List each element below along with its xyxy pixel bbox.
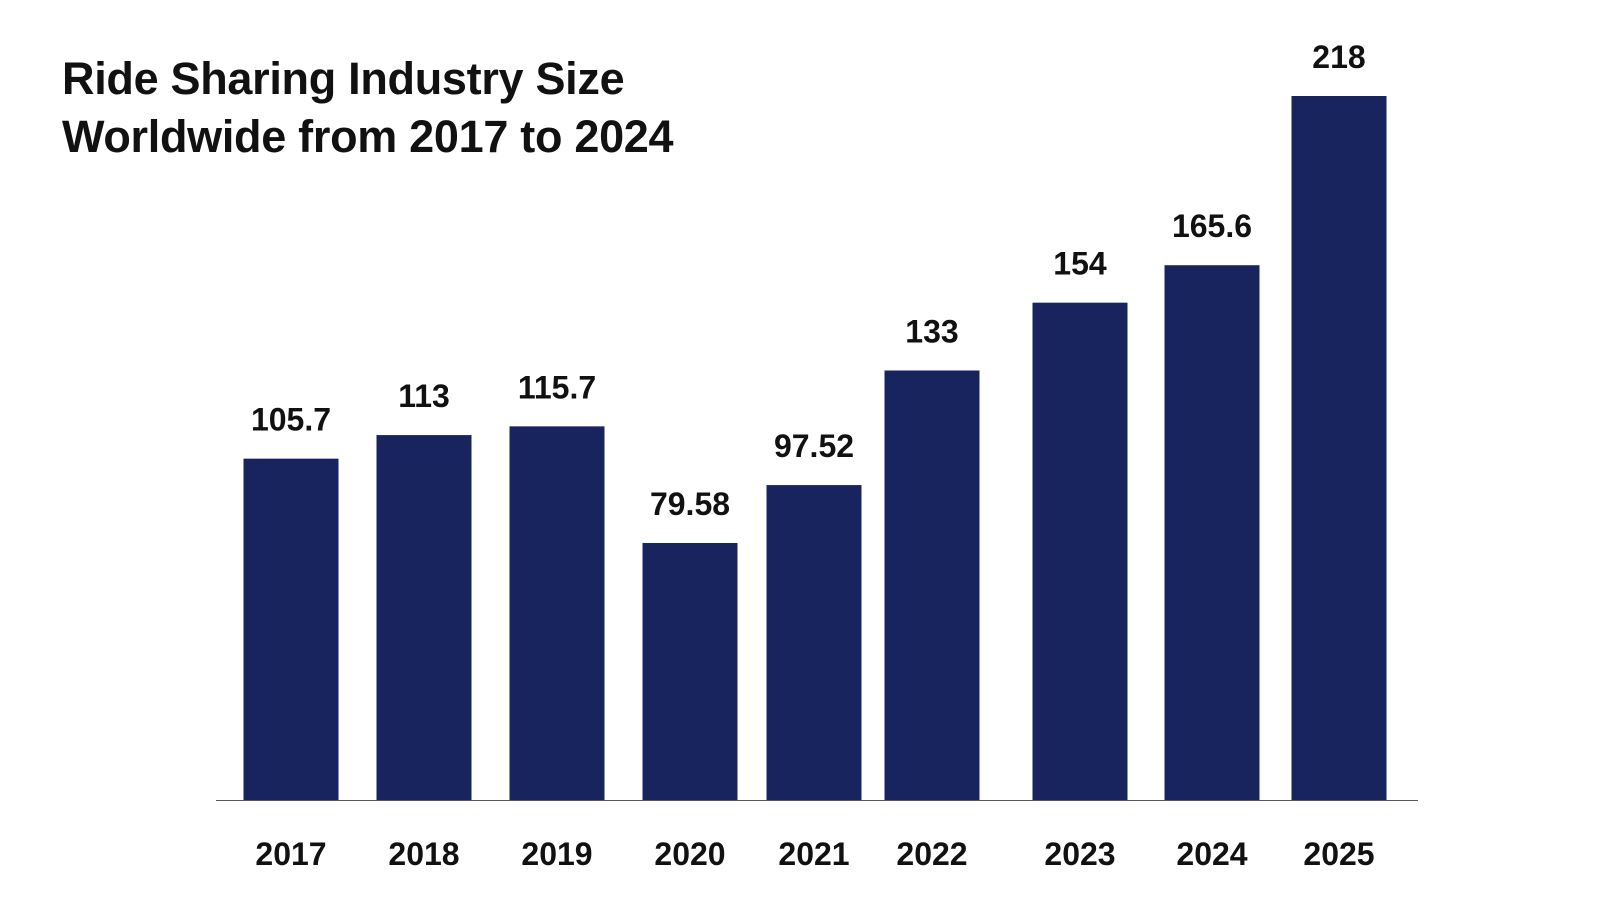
chart-title: Ride Sharing Industry Size Worldwide fro…	[62, 50, 674, 166]
x-tick-label-2017: 2017	[255, 836, 326, 872]
chart-title-line-1: Ride Sharing Industry Size	[62, 53, 625, 104]
bar-2018	[376, 435, 472, 800]
x-tick-label-2020: 2020	[654, 836, 725, 872]
bar-2019	[509, 426, 605, 800]
x-tick-label-2018: 2018	[388, 836, 459, 872]
value-label-2019: 115.7	[518, 369, 596, 405]
bars-group	[243, 96, 1387, 800]
bar-2021	[766, 485, 862, 800]
value-label-2018: 113	[398, 378, 450, 414]
value-label-2022: 133	[905, 313, 958, 349]
value-label-2025: 218	[1312, 39, 1365, 75]
bar-2017	[243, 458, 339, 800]
x-tick-label-2024: 2024	[1176, 836, 1247, 872]
value-label-2020: 79.58	[650, 486, 730, 522]
chart-title-line-2: Worldwide from 2017 to 2024	[62, 111, 674, 162]
value-label-2024: 165.6	[1172, 208, 1252, 244]
value-labels-group: 105.7 113 115.7 79.58 97.52 133 154 165.6 218	[251, 39, 1366, 522]
value-label-2023: 154	[1053, 246, 1107, 282]
x-tick-label-2025: 2025	[1303, 836, 1374, 872]
x-tick-labels-group: 2017 2018 2019 2020 2021 2022 2023 2024 2025	[255, 836, 1374, 872]
x-tick-label-2021: 2021	[778, 836, 849, 872]
x-tick-label-2019: 2019	[521, 836, 592, 872]
bar-2020	[642, 543, 738, 800]
x-tick-label-2022: 2022	[896, 836, 967, 872]
x-tick-label-2023: 2023	[1044, 836, 1115, 872]
value-label-2017: 105.7	[251, 402, 331, 438]
bar-2024	[1164, 265, 1260, 800]
bar-2025	[1291, 96, 1387, 800]
value-label-2021: 97.52	[774, 428, 854, 464]
bar-2023	[1032, 302, 1128, 800]
bar-2022	[884, 370, 980, 800]
